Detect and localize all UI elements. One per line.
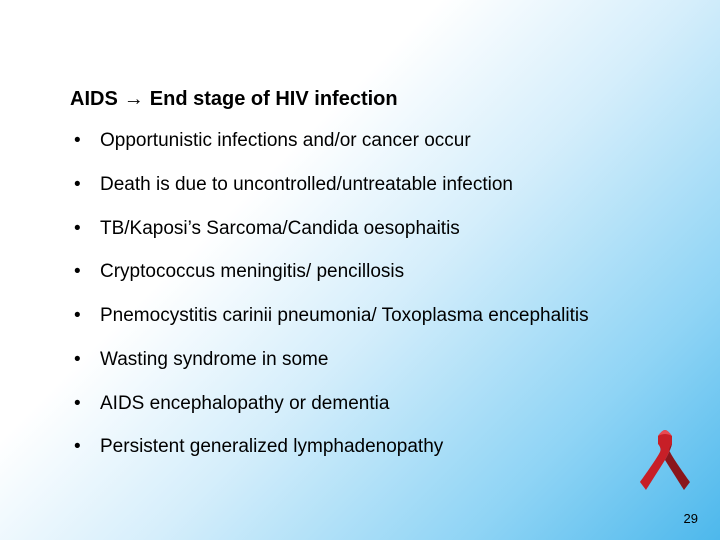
heading-left: AIDS [70,88,118,111]
list-item: AIDS encephalopathy or dementia [70,392,650,416]
bullet-list: Opportunistic infections and/or cancer o… [70,129,650,459]
list-item: Persistent generalized lymphadenopathy [70,435,650,459]
list-item: TB/Kaposi’s Sarcoma/Candida oesophaitis [70,217,650,241]
page-number: 29 [684,511,698,526]
list-item: Opportunistic infections and/or cancer o… [70,129,650,153]
slide-heading: AIDS → End stage of HIV infection [70,88,650,111]
heading-right: End stage of HIV infection [150,88,398,111]
heading-arrow: → [124,88,144,111]
list-item: Death is due to uncontrolled/untreatable… [70,173,650,197]
list-item: Cryptococcus meningitis/ pencillosis [70,260,650,284]
aids-ribbon-icon [640,430,690,500]
slide-body: AIDS → End stage of HIV infection Opport… [0,0,720,540]
list-item: Pnemocystitis carinii pneumonia/ Toxopla… [70,304,650,328]
list-item: Wasting syndrome in some [70,348,650,372]
